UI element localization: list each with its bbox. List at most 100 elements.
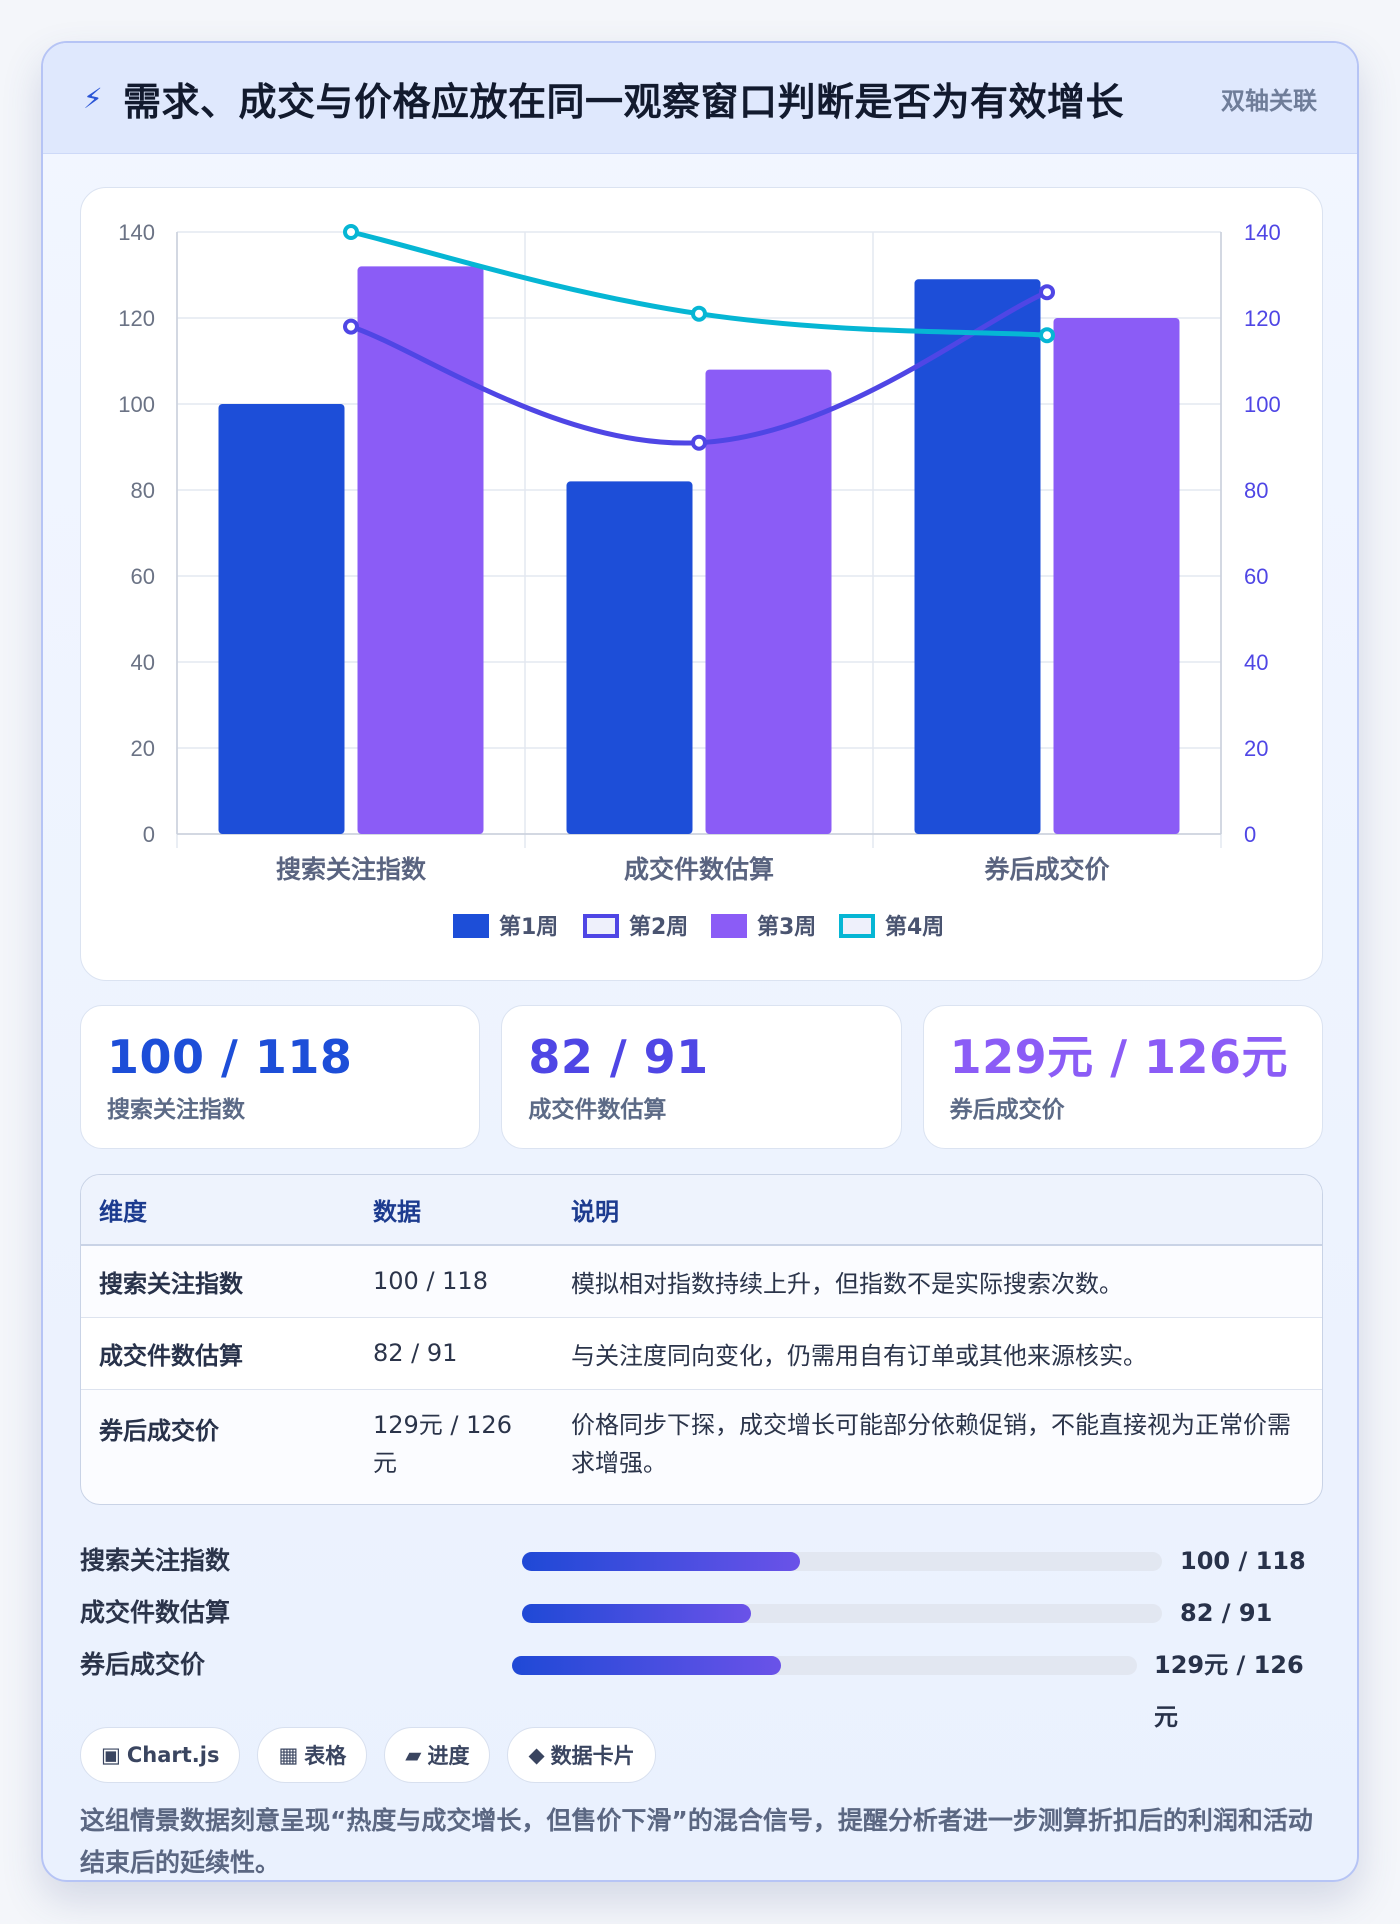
footnote: 这组情景数据刻意呈现“热度与成交增长，但售价下滑”的混合信号，提醒分析者进一步测… [80,1800,1330,1882]
y2-tick-label: 60 [1244,564,1268,589]
card-header: ⚡ 需求、成交与价格应放在同一观察窗口判断是否为有效增长 双轴关联 [43,43,1357,154]
x-tick-label: 搜索关注指数 [276,855,427,884]
progress-fill [522,1604,751,1623]
table-row: 搜索关注指数 100 / 118 模拟相对指数持续上升，但指数不是实际搜索次数。 [81,1245,1322,1317]
tech-chips: ▣ Chart.js ▦ 表格 ▰ 进度 ◆ 数据卡片 [80,1727,656,1783]
line-point [345,321,357,333]
progress-value: 129元 / 126元 [1154,1639,1323,1743]
kpi-card: 82 / 91 成交件数估算 [501,1005,901,1149]
card-icon: ◆ [528,1743,544,1767]
progress-row: 券后成交价 129元 / 126元 [80,1639,1323,1691]
table-cell: 搜索关注指数 [81,1245,355,1317]
legend-swatch [711,914,747,938]
table-cell: 与关注度同向变化，仍需用自有订单或其他来源核实。 [553,1317,1322,1389]
y2-tick-label: 20 [1244,736,1268,761]
chip-chartjs[interactable]: ▣ Chart.js [80,1727,240,1783]
chip-label: Chart.js [127,1743,220,1767]
table-row: 券后成交价 129元 / 126元 价格同步下探，成交增长可能部分依赖促销，不能… [81,1389,1322,1503]
table-cell: 成交件数估算 [81,1317,355,1389]
progress-value: 100 / 118 [1180,1535,1306,1587]
chip-progress[interactable]: ▰ 进度 [384,1727,490,1783]
bar [358,266,484,834]
table-cell: 价格同步下探，成交增长可能部分依赖促销，不能直接视为正常价需求增强。 [553,1389,1322,1503]
column-header: 说明 [553,1175,1322,1245]
kpi-card: 100 / 118 搜索关注指数 [80,1005,480,1149]
progress-value: 82 / 91 [1180,1587,1272,1639]
line-point [345,226,357,238]
progress-fill [522,1552,800,1571]
chip-table[interactable]: ▦ 表格 [257,1727,367,1783]
progress-track [512,1656,1137,1675]
bar [1054,318,1180,834]
progress-icon: ▰ [405,1743,421,1767]
y2-tick-label: 140 [1244,220,1281,245]
page-title: 需求、成交与价格应放在同一观察窗口判断是否为有效增长 [123,71,1221,126]
legend-label: 第4周 [885,914,944,940]
table-cell: 82 / 91 [355,1317,553,1389]
y-tick-label: 0 [143,822,155,847]
column-header: 维度 [81,1175,355,1245]
line-point [693,437,705,449]
legend-swatch [841,916,873,936]
y-tick-label: 140 [118,220,155,245]
kpi-value: 100 / 118 [107,1028,453,1086]
legend-swatch [453,914,489,938]
progress-track [522,1552,1162,1571]
bar [567,481,693,834]
table-cell: 券后成交价 [81,1389,355,1503]
kpi-label: 成交件数估算 [528,1090,874,1124]
legend-label: 第3周 [757,914,816,940]
table-cell: 模拟相对指数持续上升，但指数不是实际搜索次数。 [553,1245,1322,1317]
legend-label: 第2周 [629,914,688,940]
bar [219,404,345,834]
x-tick-label: 成交件数估算 [624,855,774,884]
chart-icon: ▣ [101,1743,121,1767]
y-tick-label: 100 [118,392,155,417]
table-icon: ▦ [278,1743,298,1767]
progress-row: 搜索关注指数 100 / 118 [80,1535,1323,1587]
chip-label: 进度 [427,1740,469,1770]
y-tick-label: 40 [131,650,155,675]
main-card: ⚡ 需求、成交与价格应放在同一观察窗口判断是否为有效增长 双轴关联 0 0 20 20… [41,41,1359,1882]
y2-tick-label: 0 [1244,822,1256,847]
line-point [1041,329,1053,341]
kpi-value: 82 / 91 [528,1028,874,1086]
legend-label: 第1周 [499,914,558,940]
chip-label: 表格 [304,1740,346,1770]
bolt-icon: ⚡ [83,82,123,115]
y-tick-label: 80 [131,478,155,503]
progress-label: 券后成交价 [80,1639,205,1691]
kpi-row: 100 / 118 搜索关注指数 82 / 91 成交件数估算 129元 / 1… [80,1005,1323,1149]
chart-panel: 0 0 20 20 40 40 60 60 80 80 100 100 120 120 140 140 搜索关注… [80,187,1323,981]
y2-tick-label: 40 [1244,650,1268,675]
y-tick-label: 60 [131,564,155,589]
line-point [693,308,705,320]
column-header: 数据 [355,1175,553,1245]
progress-label: 成交件数估算 [80,1587,230,1639]
kpi-label: 券后成交价 [950,1090,1296,1124]
bar [915,279,1041,834]
kpi-value: 129元 / 126元 [950,1028,1296,1086]
progress-fill [512,1656,781,1675]
table-row: 成交件数估算 82 / 91 与关注度同向变化，仍需用自有订单或其他来源核实。 [81,1317,1322,1389]
header-tag: 双轴关联 [1221,81,1317,116]
table-cell: 129元 / 126元 [355,1389,553,1503]
progress-list: 搜索关注指数 100 / 118 成交件数估算 82 / 91 券后成交价 12… [80,1535,1323,1691]
y2-tick-label: 120 [1244,306,1281,331]
x-tick-label: 券后成交价 [984,855,1110,884]
progress-label: 搜索关注指数 [80,1535,230,1587]
chip-datacard[interactable]: ◆ 数据卡片 [507,1727,655,1783]
chip-label: 数据卡片 [551,1740,635,1770]
progress-row: 成交件数估算 82 / 91 [80,1587,1323,1639]
y-tick-label: 120 [118,306,155,331]
y2-tick-label: 80 [1244,478,1268,503]
kpi-card: 129元 / 126元 券后成交价 [923,1005,1323,1149]
progress-track [522,1604,1162,1623]
combo-chart: 0 0 20 20 40 40 60 60 80 80 100 100 120 120 140 140 搜索关注… [81,188,1324,982]
line-point [1041,286,1053,298]
table-cell: 100 / 118 [355,1245,553,1317]
kpi-label: 搜索关注指数 [107,1090,453,1124]
legend-swatch [585,916,617,936]
y2-tick-label: 100 [1244,392,1281,417]
y-tick-label: 20 [131,736,155,761]
